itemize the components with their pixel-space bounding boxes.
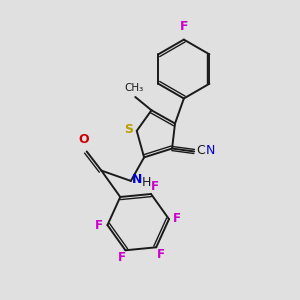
Text: N: N	[132, 173, 143, 186]
Text: N: N	[206, 144, 215, 158]
Text: S: S	[124, 123, 133, 136]
Text: F: F	[150, 180, 158, 193]
Text: F: F	[173, 212, 181, 225]
Text: F: F	[157, 248, 165, 260]
Text: O: O	[78, 133, 89, 146]
Text: F: F	[118, 251, 126, 264]
Text: H: H	[142, 176, 152, 189]
Text: F: F	[95, 219, 103, 232]
Text: C: C	[196, 144, 205, 158]
Text: CH₃: CH₃	[124, 82, 143, 93]
Text: F: F	[180, 20, 188, 33]
